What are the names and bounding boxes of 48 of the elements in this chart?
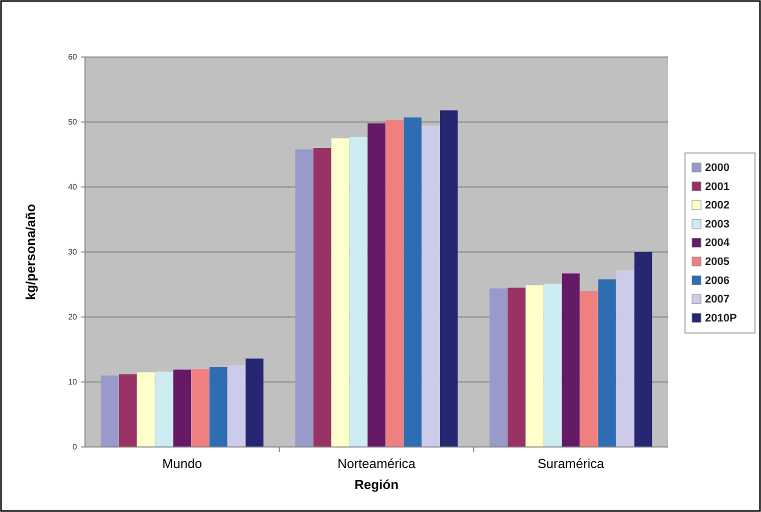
y-tick-label: 30 <box>68 248 78 257</box>
bar <box>209 367 228 447</box>
y-tick-label: 40 <box>68 182 78 192</box>
legend-label: 2005 <box>705 256 730 268</box>
y-tick-label: 60 <box>68 52 78 62</box>
bar <box>634 252 652 447</box>
bar <box>331 138 350 447</box>
bar <box>173 370 192 447</box>
legend-label: 2002 <box>705 200 730 212</box>
bar <box>616 270 634 447</box>
legend-label: 2010P <box>705 312 737 324</box>
y-tick-label: 20 <box>68 312 78 322</box>
bar <box>562 273 580 447</box>
y-tick-label: 0 <box>72 442 78 452</box>
y-tick-label: 50 <box>68 118 78 127</box>
bar <box>368 123 386 447</box>
bar <box>580 291 598 447</box>
x-tick-label: Norteamérica <box>337 456 416 471</box>
bar <box>119 374 137 447</box>
bar <box>386 120 404 447</box>
bar <box>526 285 544 447</box>
x-tick-label: Suramérica <box>538 456 605 471</box>
bar <box>544 284 562 447</box>
legend-label: 2004 <box>705 237 730 250</box>
y-axis-title: kg/persona/año <box>23 204 38 300</box>
bar <box>100 376 119 447</box>
bar <box>422 126 440 447</box>
bar <box>155 372 173 447</box>
bar <box>295 149 313 447</box>
legend-label: 2000 <box>705 162 730 174</box>
y-tick-label: 10 <box>68 378 78 387</box>
bar <box>508 288 526 447</box>
legend-label: 2001 <box>705 180 730 193</box>
bar <box>137 372 155 447</box>
legend-label: 2007 <box>705 294 730 306</box>
bar <box>404 117 422 447</box>
bar <box>598 279 616 447</box>
bar <box>350 136 368 447</box>
legend-label: 2006 <box>705 274 730 287</box>
bar <box>440 110 458 447</box>
bar <box>246 358 264 447</box>
x-axis-title: Región <box>354 477 399 492</box>
x-tick-label: Mundo <box>162 456 202 471</box>
bar <box>191 369 210 447</box>
legend-label: 2003 <box>705 218 730 230</box>
bar <box>228 365 246 447</box>
bar <box>490 288 508 447</box>
bar <box>313 148 332 447</box>
